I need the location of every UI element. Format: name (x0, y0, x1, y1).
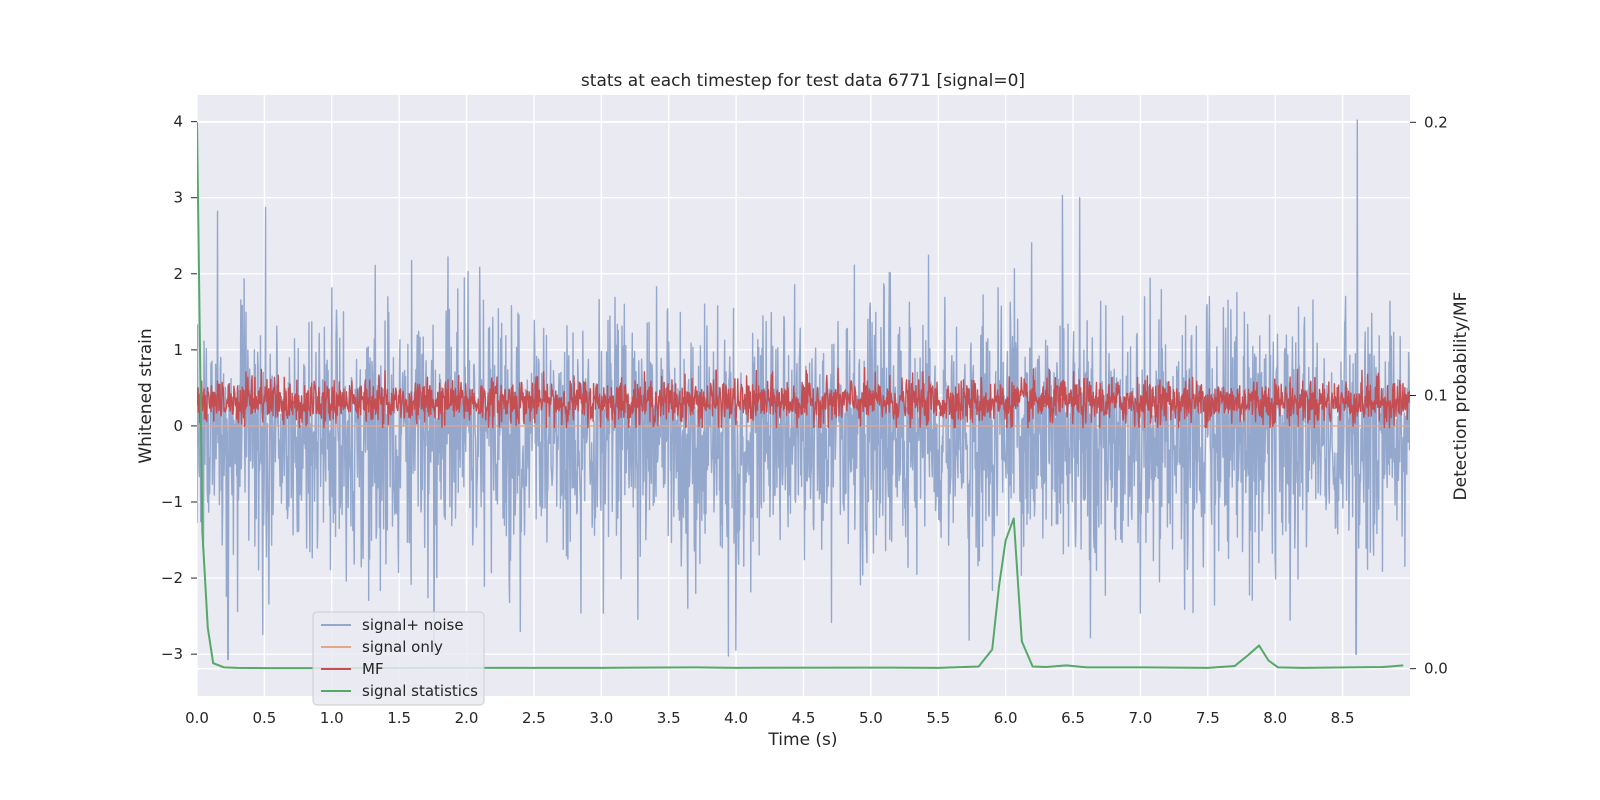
legend-label-signal-statistics: signal statistics (362, 682, 478, 700)
legend-label-mf: MF (362, 660, 384, 678)
x-tick-label: 6.5 (1061, 709, 1085, 727)
y-tick-label: 0 (173, 417, 183, 435)
y-axis-ticks: −3 −2 −1 0 1 2 3 4 (161, 113, 197, 663)
x-axis-ticks: 0.0 0.5 1.0 1.5 2.0 2.5 3.0 3.5 4.0 4.5 5.0 5.5 6.0 6… (185, 709, 1354, 727)
y2-axis-ticks: 0.0 0.1 0.2 (1410, 113, 1448, 678)
x-tick-label: 4.5 (792, 709, 816, 727)
y-tick-label: 1 (173, 341, 183, 359)
x-tick-label: 3.0 (589, 709, 613, 727)
x-tick-label: 7.5 (1196, 709, 1220, 727)
legend-label-signal-only: signal only (362, 638, 443, 656)
y2-axis-label: Detection probability/MF (1451, 292, 1471, 501)
x-tick-label: 5.0 (859, 709, 883, 727)
x-tick-label: 4.0 (724, 709, 748, 727)
x-tick-label: 1.5 (387, 709, 411, 727)
legend: signal+ noise signal only MF signal stat… (312, 611, 485, 706)
x-tick-label: 0.0 (185, 709, 209, 727)
series-signal-statistics (197, 122, 1404, 670)
x-tick-label: 2.5 (522, 709, 546, 727)
legend-box (312, 611, 485, 706)
y-tick-label: −3 (161, 645, 183, 663)
y-tick-label: −1 (161, 493, 183, 511)
y2-tick-label: 0.1 (1424, 387, 1448, 405)
y-tick-label: −2 (161, 569, 183, 587)
x-tick-label: 2.0 (455, 709, 479, 727)
x-tick-label: 8.5 (1331, 709, 1355, 727)
y2-tick-label: 0.0 (1424, 660, 1448, 678)
series-mf (197, 367, 1410, 429)
x-tick-label: 5.5 (926, 709, 950, 727)
x-tick-label: 1.0 (320, 709, 344, 727)
chart-title: stats at each timestep for test data 677… (581, 71, 1025, 91)
x-tick-label: 6.0 (994, 709, 1018, 727)
y-tick-label: 2 (173, 265, 183, 283)
series-layer (197, 119, 1410, 670)
x-tick-label: 7.0 (1129, 709, 1153, 727)
y2-tick-label: 0.2 (1424, 113, 1448, 131)
x-axis-label: Time (s) (767, 730, 837, 750)
x-tick-label: 8.0 (1263, 709, 1287, 727)
legend-label-signal-noise: signal+ noise (362, 616, 464, 634)
y-tick-label: 4 (173, 113, 183, 131)
x-tick-label: 3.5 (657, 709, 681, 727)
y-tick-label: 3 (173, 189, 183, 207)
y-axis-label: Whitened strain (136, 328, 156, 463)
x-tick-label: 0.5 (252, 709, 276, 727)
